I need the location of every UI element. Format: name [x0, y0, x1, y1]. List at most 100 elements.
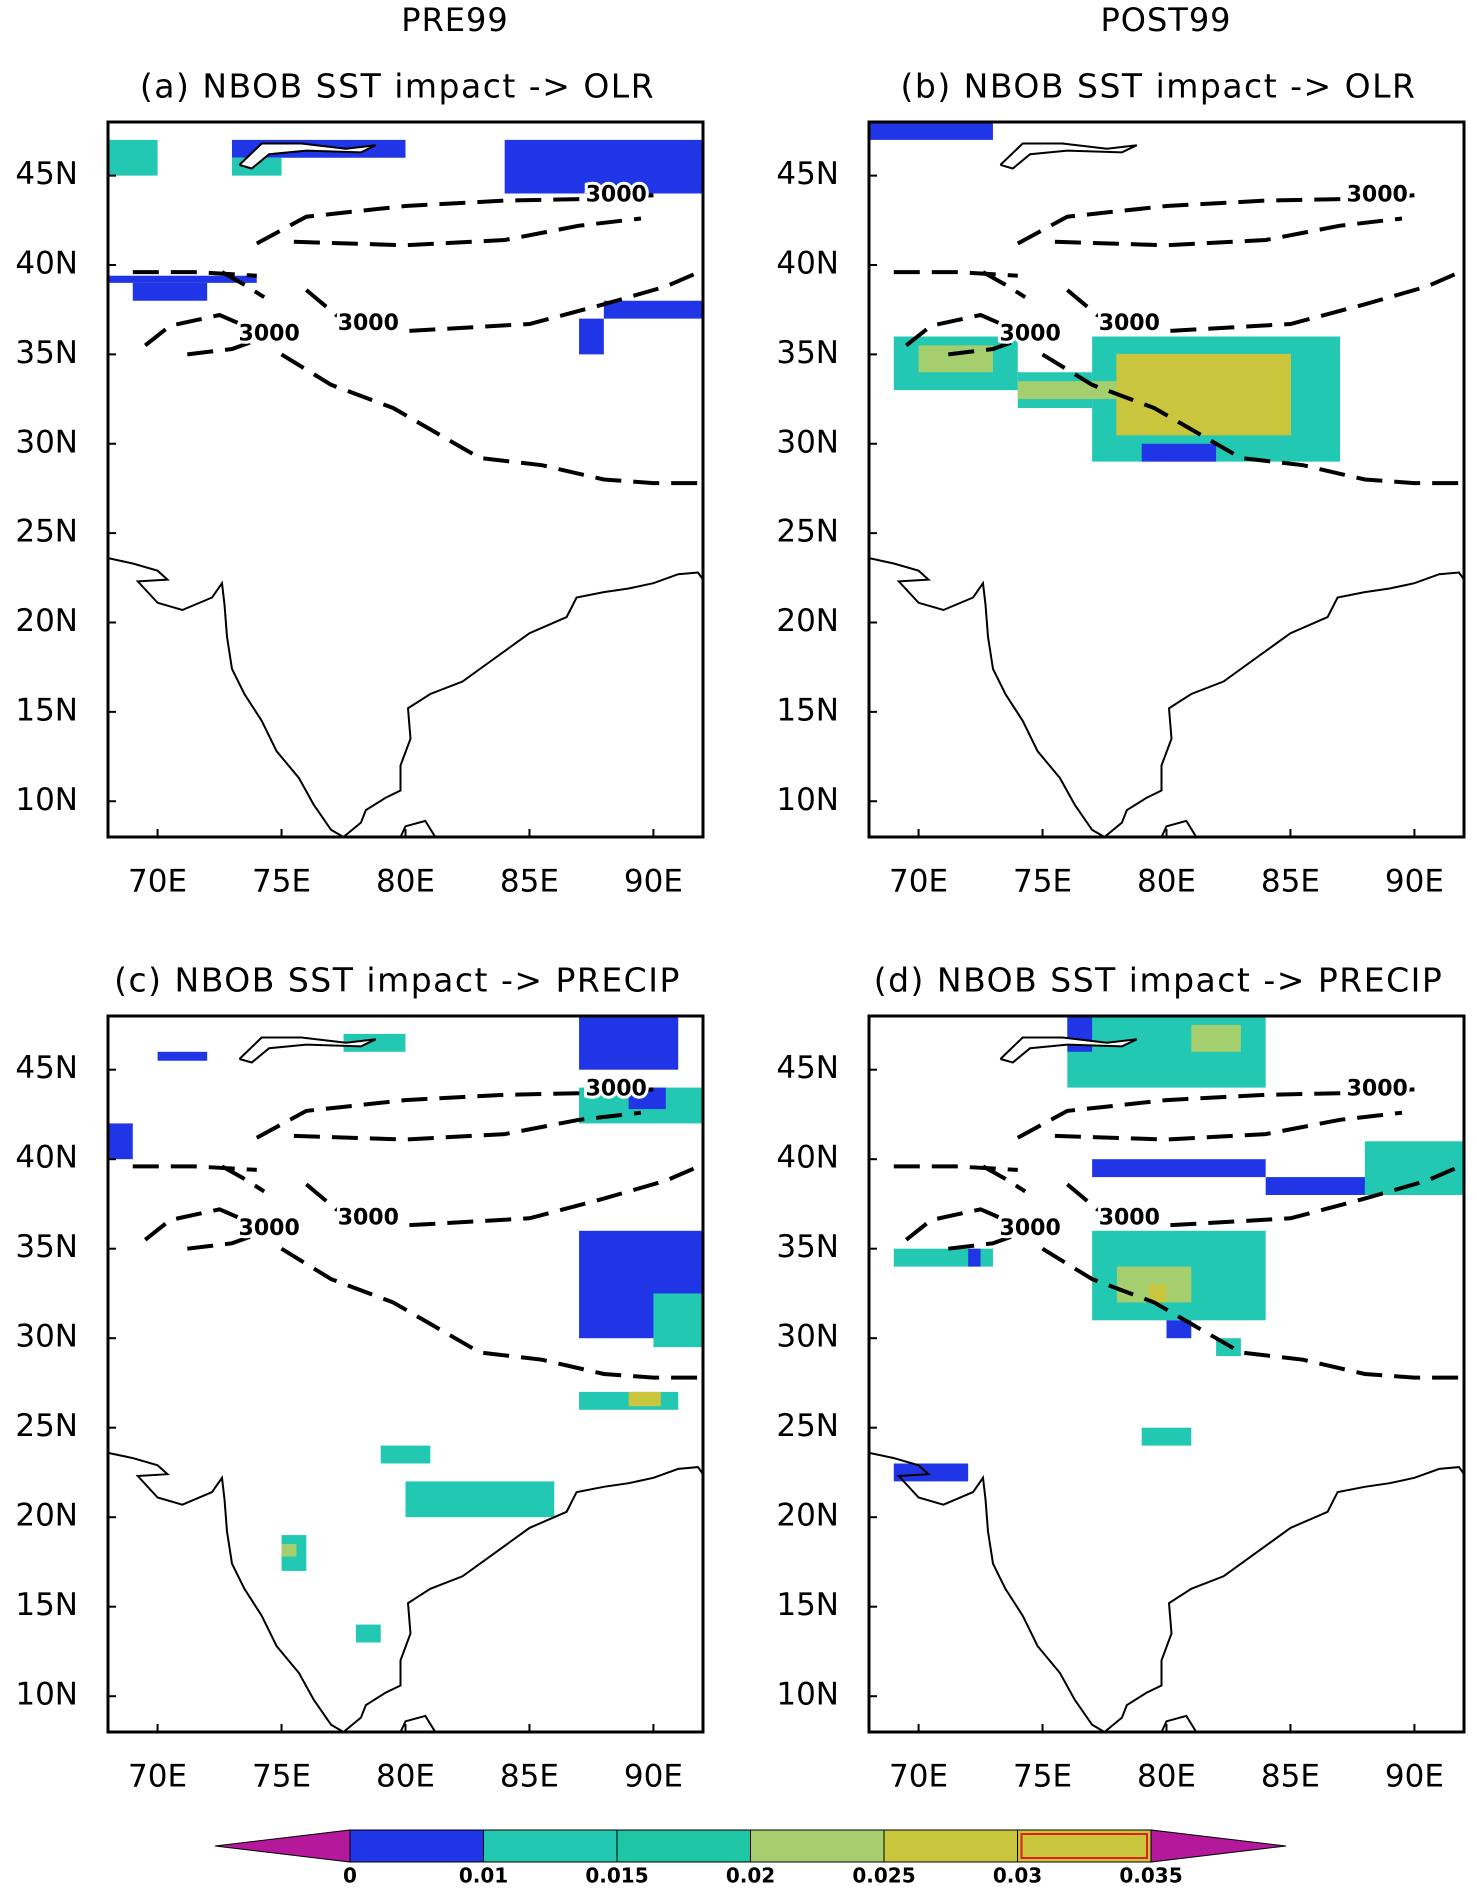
y-tick-label: 15N — [15, 692, 78, 728]
y-tick-label: 15N — [15, 1587, 78, 1623]
lake — [999, 142, 1138, 170]
y-tick-label: 30N — [15, 1319, 78, 1355]
x-tick-label: 70E — [889, 1759, 948, 1795]
significance-patch — [108, 275, 257, 283]
x-tick-label: 75E — [252, 1759, 311, 1795]
coastline — [1160, 1714, 1198, 1732]
y-tick-label: 20N — [15, 1498, 78, 1534]
contour-3000 — [904, 1207, 1007, 1242]
significance-patch — [281, 1544, 297, 1557]
colorbar-under — [214, 1829, 351, 1863]
coastline — [1160, 819, 1198, 837]
significance-patch — [108, 1123, 133, 1160]
coastline — [399, 819, 437, 837]
y-tick-label: 30N — [776, 1319, 839, 1355]
lake — [238, 1036, 377, 1064]
significance-patch — [653, 1293, 703, 1348]
contour-3000 — [221, 270, 266, 299]
contour-3000 — [948, 1228, 1029, 1251]
panel-title: (c) NBOB SST impact -> PRECIP — [114, 961, 681, 1000]
x-tick-label: 75E — [252, 864, 311, 900]
significance-patch — [108, 139, 158, 176]
contour-3000 — [132, 1164, 257, 1172]
contour-label: 3000 — [239, 1216, 300, 1241]
y-tick-label: 45N — [15, 156, 78, 192]
significance-patch — [579, 318, 604, 355]
contour-3000 — [305, 1162, 703, 1228]
contour-3000 — [293, 216, 642, 248]
x-tick-label: 70E — [128, 864, 187, 900]
y-tick-label: 25N — [776, 514, 839, 550]
panel-title: (d) NBOB SST impact -> PRECIP — [874, 961, 1444, 1000]
contour-3000 — [1016, 193, 1415, 246]
contour-3000 — [1066, 268, 1464, 334]
colorbar-label: 0 — [343, 1864, 357, 1888]
significance-patch — [893, 1463, 969, 1482]
x-tick-label: 85E — [500, 1759, 559, 1795]
contour-3000 — [982, 1164, 1027, 1194]
significance-patch — [1166, 1320, 1192, 1339]
y-tick-label: 40N — [15, 246, 78, 282]
y-tick-label: 40N — [15, 1140, 78, 1176]
colorbar-segment — [483, 1829, 618, 1863]
colorbar-label: 0.035 — [1119, 1864, 1182, 1888]
contour-3000 — [280, 1246, 703, 1380]
contour-3000 — [305, 268, 703, 334]
significance-patch — [355, 1624, 381, 1643]
x-tick-label: 70E — [128, 1759, 187, 1795]
y-tick-label: 35N — [15, 335, 78, 371]
colorbar-label: 0.02 — [726, 1864, 775, 1888]
y-tick-label: 15N — [776, 692, 839, 728]
x-tick-label: 75E — [1013, 1759, 1072, 1795]
y-tick-label: 20N — [15, 603, 78, 639]
lake — [238, 142, 377, 170]
y-tick-label: 45N — [776, 1050, 839, 1086]
colorbar-label: 0.015 — [585, 1864, 648, 1888]
map-panel — [108, 1016, 703, 1732]
contour-3000 — [280, 352, 703, 486]
significance-patch — [1364, 1141, 1464, 1195]
x-tick-label: 80E — [376, 864, 435, 900]
contour-label: 3000 — [586, 182, 647, 207]
colorbar-label: 0.025 — [852, 1864, 915, 1888]
significance-patch — [1141, 443, 1217, 462]
colorbar-label: 0.01 — [459, 1864, 508, 1888]
contour-3000 — [1054, 216, 1403, 248]
significance-patch — [1092, 1159, 1266, 1178]
y-tick-label: 45N — [776, 156, 839, 192]
contour-3000 — [1016, 1087, 1415, 1140]
significance-patch — [132, 282, 208, 301]
significance-patch — [968, 1248, 981, 1267]
significance-patch — [628, 1391, 661, 1407]
x-tick-label: 90E — [1385, 864, 1444, 900]
map-panel — [108, 139, 703, 837]
colorbar-segment — [616, 1829, 751, 1863]
y-tick-label: 25N — [776, 1408, 839, 1444]
colorbar-over — [1150, 1829, 1287, 1863]
column-header: PRE99 — [401, 1, 508, 39]
y-tick-label: 25N — [15, 1408, 78, 1444]
x-tick-label: 70E — [889, 864, 948, 900]
significance-patch — [504, 139, 703, 194]
panel-title: (b) NBOB SST impact -> OLR — [901, 67, 1417, 106]
panel-title: (a) NBOB SST impact -> OLR — [140, 67, 655, 106]
colorbar-segment — [750, 1829, 885, 1863]
map-panel — [869, 122, 1464, 837]
contour-3000 — [187, 1228, 268, 1251]
significance-patch — [1141, 1427, 1192, 1446]
significance-patch — [1067, 1016, 1093, 1052]
lake — [999, 1036, 1138, 1064]
y-tick-label: 10N — [776, 1677, 839, 1713]
significance-patch — [1149, 1284, 1167, 1303]
significance-patch — [579, 1016, 679, 1070]
y-tick-label: 40N — [776, 1140, 839, 1176]
contour-label: 3000 — [338, 1205, 399, 1230]
contour-3000 — [904, 312, 1007, 347]
contour-3000 — [1054, 1110, 1403, 1142]
significance-patch — [380, 1445, 431, 1464]
coastline — [869, 557, 1464, 837]
x-tick-label: 75E — [1013, 864, 1072, 900]
y-tick-label: 20N — [776, 603, 839, 639]
x-tick-label: 80E — [1137, 864, 1196, 900]
